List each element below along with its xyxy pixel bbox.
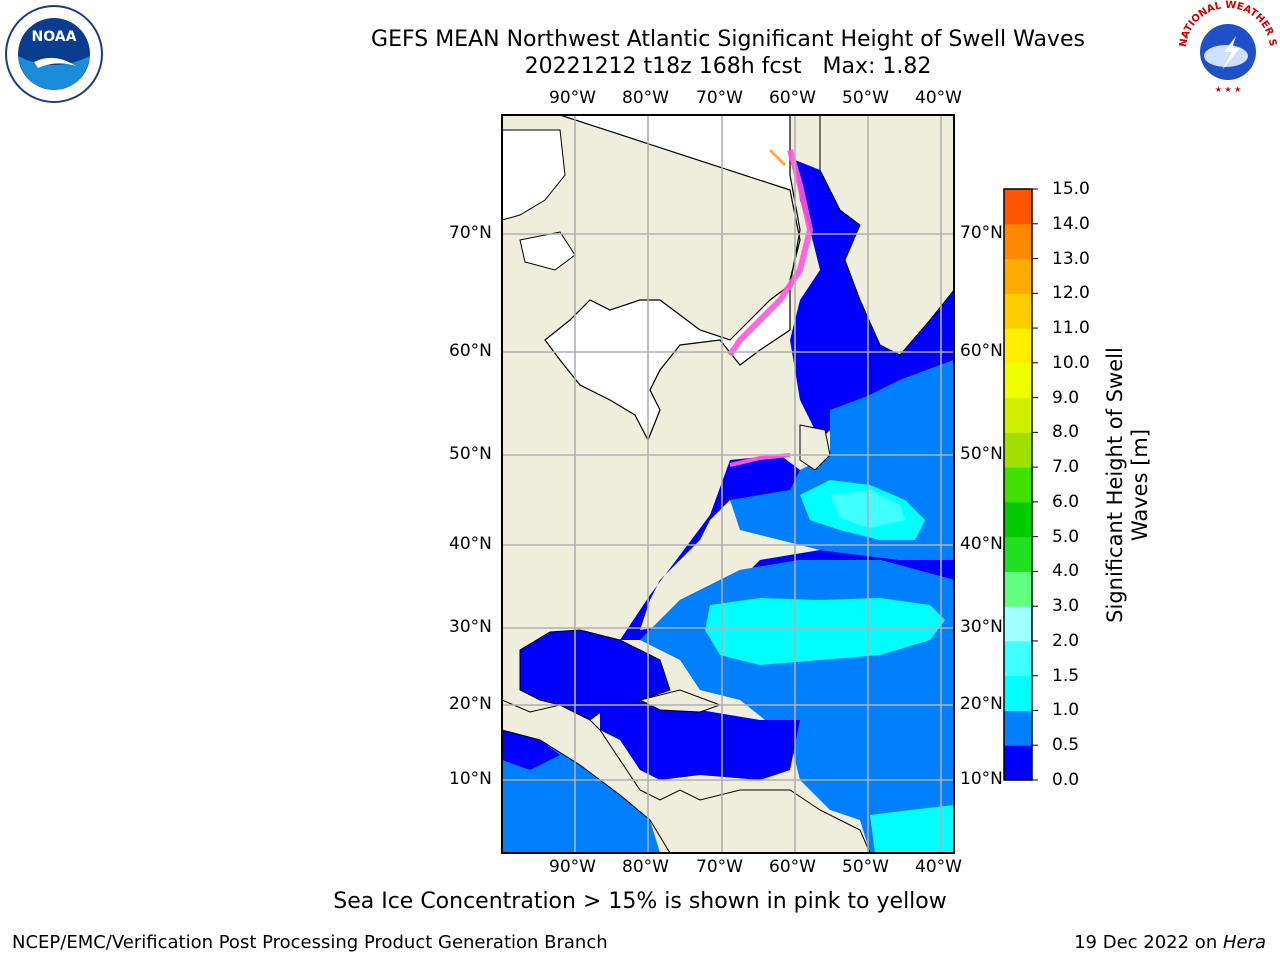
- lat-label-left: 70°N: [449, 223, 492, 243]
- central-america-land: [502, 699, 871, 853]
- colorbar-segment: [1004, 258, 1032, 294]
- colorbar-segment: [1004, 501, 1032, 538]
- sea-ice-caption: Sea Ice Concentration > 15% is shown in …: [333, 889, 947, 914]
- colorbar-tick-label: 15.0: [1052, 179, 1090, 199]
- greenland-land: [819, 115, 954, 356]
- colorbar-segment: [1004, 293, 1032, 329]
- lat-label-left: 10°N: [449, 769, 492, 789]
- footer-machine: Hera: [1222, 932, 1266, 953]
- lon-label-top: 70°W: [696, 88, 743, 108]
- colorbar-tick-label: 14.0: [1052, 213, 1090, 234]
- lon-label-bottom: 90°W: [549, 857, 596, 877]
- colorbar-segment: [1004, 397, 1032, 433]
- colorbar-tick-label: 12.0: [1052, 283, 1090, 304]
- colorbar: [1004, 188, 1038, 781]
- lon-label-bottom: 80°W: [622, 857, 669, 877]
- colorbar-frame: [1003, 188, 1033, 781]
- colorbar-tick-label: 9.0: [1052, 387, 1080, 408]
- nws-logo: NATIONAL WEATHER SERVICE ★ ★ ★: [1178, 0, 1278, 98]
- cuba-island: [638, 689, 722, 713]
- colorbar-tick-label: 8.0: [1052, 422, 1080, 443]
- colorbar-tick-label: 3.0: [1052, 596, 1080, 617]
- title-line-2: 20221212 t18z 168h fcst Max: 1.82: [524, 54, 932, 79]
- colorbar-segment: [1004, 710, 1032, 746]
- colorbar-tick-label: 0.0: [1052, 770, 1080, 790]
- colorbar-segment: [1004, 467, 1032, 503]
- colorbar-segment: [1004, 745, 1032, 781]
- lon-label-top: 40°W: [915, 88, 962, 108]
- colorbar-tick-label: 2.0: [1052, 630, 1080, 651]
- lon-label-bottom: 70°W: [696, 857, 743, 877]
- caribbean-sea: [600, 700, 800, 780]
- colorbar-segment: [1004, 432, 1032, 468]
- colorbar-label: Significant Height of Swell Waves [m]: [1103, 347, 1152, 623]
- newfoundland-island: [799, 424, 831, 471]
- grid-lines: [502, 115, 954, 853]
- colorbar-segment: [1004, 675, 1032, 711]
- swell-patch-subtropical: [705, 598, 945, 665]
- sea-ice-edge: [727, 149, 814, 357]
- lon-label-top: 90°W: [549, 88, 596, 108]
- colorbar-segment: [1004, 189, 1032, 225]
- lat-label-right: 40°N: [960, 534, 1003, 554]
- footer-credit: NCEP/EMC/Verification Post Processing Pr…: [12, 932, 608, 953]
- lat-label-right: 30°N: [960, 617, 1003, 637]
- colorbar-tick-label: 10.0: [1052, 352, 1090, 373]
- lat-label-left: 20°N: [449, 694, 492, 714]
- colorbar-tick-label: 13.0: [1052, 248, 1090, 269]
- lon-label-bottom: 40°W: [915, 857, 962, 877]
- lat-label-right: 10°N: [960, 769, 1003, 789]
- noaa-logo-text: NOAA: [32, 29, 77, 45]
- colorbar-segment: [1004, 362, 1032, 399]
- colorbar-segment: [1004, 328, 1032, 364]
- lat-label-right: 50°N: [960, 444, 1003, 464]
- title-line-1: GEFS MEAN Northwest Atlantic Significant…: [371, 27, 1085, 52]
- colorbar-tick-label: 5.0: [1052, 526, 1080, 547]
- lat-label-right: 70°N: [960, 223, 1003, 243]
- lat-label-left: 50°N: [449, 444, 492, 464]
- lat-label-right: 60°N: [960, 341, 1003, 361]
- lat-label-left: 40°N: [449, 534, 492, 554]
- lon-label-top: 80°W: [622, 88, 669, 108]
- colorbar-tick-label: 11.0: [1052, 318, 1090, 339]
- colorbar-segment: [1004, 223, 1032, 260]
- lon-label-top: 50°W: [842, 88, 889, 108]
- noaa-logo: NOAA: [5, 5, 103, 103]
- colorbar-segment: [1004, 571, 1032, 607]
- colorbar-tick-label: 6.0: [1052, 491, 1080, 512]
- colorbar-segment: [1004, 606, 1032, 642]
- footer-date-text: 19 Dec 2022 on: [1074, 932, 1223, 953]
- footer-date: 19 Dec 2022 on Hera: [1074, 932, 1266, 953]
- lon-label-bottom: 60°W: [769, 857, 816, 877]
- colorbar-tick-label: 1.0: [1052, 700, 1080, 721]
- colorbar-tick-label: 0.5: [1052, 735, 1080, 756]
- map-frame: [501, 114, 955, 854]
- lon-label-top: 60°W: [769, 88, 816, 108]
- colorbar-tick-label: 4.0: [1052, 561, 1080, 582]
- colorbar-tick-label: 7.0: [1052, 457, 1080, 478]
- lat-label-left: 30°N: [449, 617, 492, 637]
- lon-label-bottom: 50°W: [842, 857, 889, 877]
- lat-label-right: 20°N: [960, 694, 1003, 714]
- colorbar-tick-label: 1.5: [1052, 665, 1080, 686]
- ocean-band-0.0-0.5-north: [790, 160, 954, 440]
- chart-title: GEFS MEAN Northwest Atlantic Significant…: [300, 26, 1156, 80]
- svg-text:★ ★ ★: ★ ★ ★: [1215, 85, 1242, 94]
- colorbar-segment: [1004, 640, 1032, 677]
- swell-patch-southeast: [870, 805, 954, 853]
- colorbar-segment: [1004, 536, 1032, 572]
- lat-label-left: 60°N: [449, 341, 492, 361]
